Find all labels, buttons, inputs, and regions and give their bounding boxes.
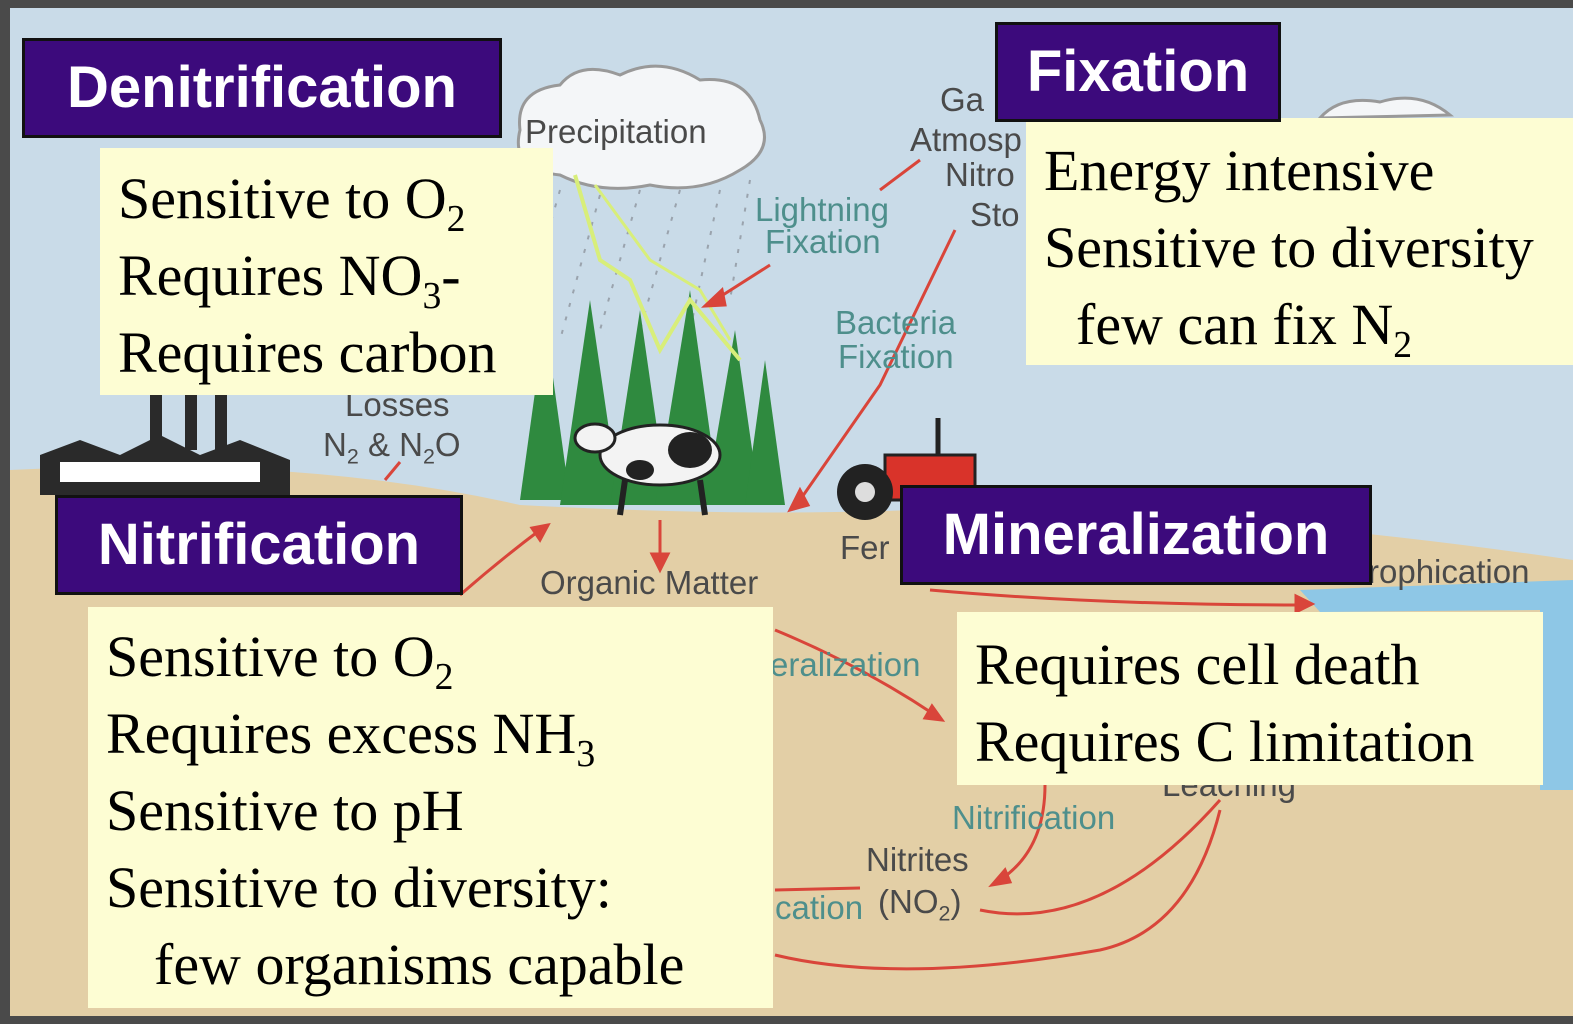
note-line: Requires cell death — [975, 626, 1543, 703]
text: Bacteria — [835, 304, 956, 341]
text: ) — [950, 883, 961, 920]
text: rophication — [1368, 553, 1529, 590]
denitrification-header: Denitrification — [22, 38, 502, 138]
diagram-label: Fer — [840, 531, 890, 565]
text: Fer — [840, 529, 890, 566]
denitrification-notes: Sensitive to O2 Requires NO3- Requires c… — [100, 148, 553, 395]
nitrification-notes: Sensitive to O2 Requires excess NH3 Sens… — [88, 607, 773, 1008]
text: - — [441, 243, 460, 308]
text: Requires carbon — [118, 320, 496, 385]
text: Ga — [940, 81, 984, 118]
text: Organic Matter — [540, 564, 758, 601]
text: Energy intensive — [1044, 138, 1434, 203]
diagram-label: N2 & N2O — [323, 428, 461, 462]
subscript: 2 — [447, 198, 466, 240]
text: cation — [775, 889, 863, 926]
diagram-label: Sto — [970, 198, 1020, 232]
diagram-label: Precipitation — [525, 115, 707, 149]
diagram-label: Nitro — [945, 158, 1015, 192]
diagram-label: Fixation — [838, 340, 954, 374]
subscript: 2 — [1393, 324, 1412, 365]
mineralization-notes: Requires cell death Requires C limitatio… — [957, 612, 1543, 785]
text: Sensitive to O — [106, 624, 435, 689]
text: Sensitive to diversity — [1044, 215, 1534, 280]
text: & N — [359, 426, 423, 463]
fixation-notes: Energy intensive Sensitive to diversity … — [1026, 118, 1573, 365]
diagram-label: Nitrification — [952, 801, 1115, 835]
text: Precipitation — [525, 113, 707, 150]
diagram-label: Organic Matter — [540, 566, 758, 600]
text: Requires C limitation — [975, 709, 1474, 774]
subscript: 2 — [939, 902, 951, 926]
diagram-label: rophication — [1368, 555, 1529, 589]
note-line: Energy intensive — [1044, 132, 1573, 209]
note-line: Sensitive to diversity: — [106, 849, 773, 926]
note-line: Requires excess NH3 — [106, 695, 773, 772]
diagram-label: Atmosp — [910, 123, 1022, 157]
note-line: Sensitive to pH — [106, 772, 773, 849]
text: Sensitive to diversity: — [106, 855, 612, 920]
text: (NO — [878, 883, 939, 920]
note-line: Requires NO3- — [118, 237, 553, 314]
subscript: 2 — [435, 656, 454, 698]
text: Atmosp — [910, 121, 1022, 158]
note-line: few organisms capable — [106, 926, 773, 1003]
text: eralization — [770, 646, 920, 683]
text: Nitrites — [866, 841, 969, 878]
note-line: Sensitive to O2 — [118, 160, 553, 237]
text: Sto — [970, 196, 1020, 233]
text: Requires NO — [118, 243, 422, 308]
text: Fixation — [765, 223, 881, 260]
subscript: 3 — [422, 275, 441, 317]
subscript: 3 — [576, 733, 595, 775]
text: Nitrification — [952, 799, 1115, 836]
nitrification-header: Nitrification — [55, 495, 463, 595]
text: few organisms capable — [154, 932, 684, 997]
slide: Precipitation Ga Atmosp Nitro Sto Lightn… — [0, 0, 1573, 1024]
text: Sensitive to pH — [106, 778, 464, 843]
text: few can fix N — [1076, 292, 1393, 357]
diagram-label: Ga — [940, 83, 984, 117]
diagram-label: Nitrites — [866, 843, 969, 877]
diagram-label: (NO2) — [878, 885, 961, 919]
subscript: 2 — [423, 445, 435, 469]
note-line: few can fix N2 — [1044, 286, 1573, 363]
note-line: Sensitive to diversity — [1044, 209, 1573, 286]
text: Nitro — [945, 156, 1015, 193]
diagram-label: eralization — [770, 648, 920, 682]
diagram-label: Fixation — [765, 225, 881, 259]
diagram-label: Bacteria — [835, 306, 956, 340]
diagram-label: cation — [775, 891, 863, 925]
text: N — [323, 426, 347, 463]
text: Sensitive to O — [118, 166, 447, 231]
note-line: Requires carbon — [118, 314, 553, 391]
text: Fixation — [838, 338, 954, 375]
diagram-label: Lightning — [755, 193, 889, 227]
text: Requires excess NH — [106, 701, 576, 766]
subscript: 2 — [347, 445, 359, 469]
text: O — [435, 426, 461, 463]
text: Requires cell death — [975, 632, 1420, 697]
fixation-header: Fixation — [995, 22, 1281, 122]
note-line: Requires C limitation — [975, 703, 1543, 780]
mineralization-header: Mineralization — [900, 485, 1372, 585]
note-line: Sensitive to O2 — [106, 618, 773, 695]
